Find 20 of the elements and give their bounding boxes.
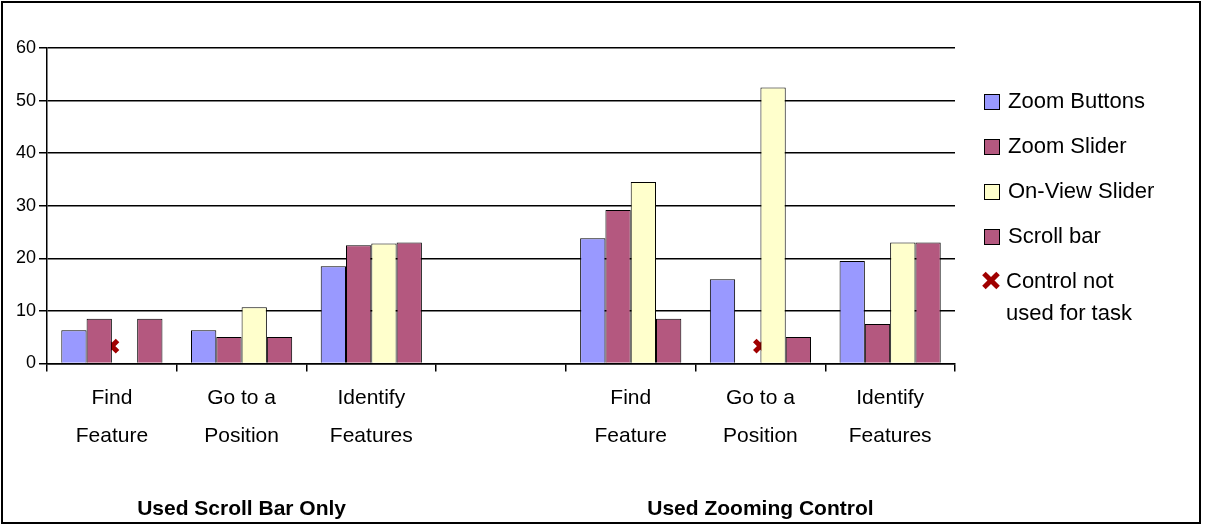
legend-label: On-View Slider bbox=[1008, 177, 1156, 205]
text: Used Scroll Bar Only bbox=[137, 496, 347, 519]
x-tick-label: Find Feature bbox=[75, 385, 149, 446]
x-tick-label: Go to a Position bbox=[204, 385, 279, 446]
legend-label: Zoom Buttons bbox=[1008, 87, 1146, 115]
legend-label: Zoom Slider bbox=[1008, 132, 1128, 160]
y-tick-label: 50 bbox=[15, 89, 37, 110]
x-tick-label: Find Feature bbox=[594, 385, 667, 446]
legend-label: Control not used for task bbox=[1006, 267, 1133, 327]
x-tick-label: Identify Features bbox=[329, 385, 413, 446]
y-tick-label: 0 bbox=[26, 352, 37, 373]
y-tick-label: 30 bbox=[15, 194, 37, 215]
y-tick-label: 60 bbox=[15, 36, 37, 57]
x-tick-label: Identify Features bbox=[848, 385, 932, 446]
legend-label: Scroll bar bbox=[1008, 222, 1102, 250]
x-tick-label: Go to a Position bbox=[723, 385, 798, 446]
y-tick-label: 40 bbox=[15, 142, 37, 163]
y-tick-label: 10 bbox=[15, 299, 37, 320]
text: Used Zooming Control bbox=[647, 496, 874, 519]
y-tick-label: 20 bbox=[15, 247, 37, 268]
